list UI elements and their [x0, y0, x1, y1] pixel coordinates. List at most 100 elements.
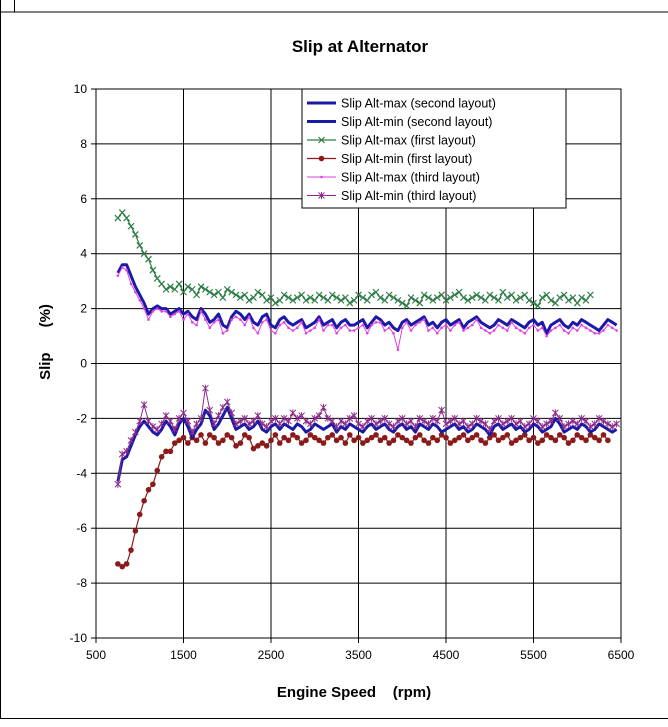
- data-point: [155, 307, 159, 310]
- data-point: [569, 417, 577, 425]
- data-point: [120, 266, 124, 269]
- data-point: [193, 437, 200, 444]
- x-axis-label: Engine Speed (rpm): [277, 684, 431, 701]
- data-point: [246, 434, 252, 441]
- data-point: [539, 437, 546, 444]
- data-point: [315, 412, 323, 420]
- data-point: [276, 440, 283, 446]
- data-point: [311, 414, 319, 422]
- data-point: [478, 437, 484, 444]
- data-point: [202, 440, 209, 446]
- data-point: [547, 417, 555, 425]
- data-point: [584, 326, 588, 330]
- data-point: [208, 326, 212, 330]
- data-point: [552, 437, 559, 444]
- data-point: [355, 434, 362, 441]
- data-point: [462, 329, 465, 332]
- data-point: [215, 288, 222, 296]
- data-point: [519, 329, 522, 332]
- data-point: [272, 414, 279, 422]
- data-point: [254, 412, 262, 420]
- data-point: [482, 440, 489, 446]
- legend-entry: Slip Alt-min (third layout): [307, 189, 476, 203]
- data-point: [517, 417, 524, 425]
- data-point: [127, 436, 135, 444]
- data-point: [429, 296, 437, 304]
- data-point: [206, 288, 214, 296]
- data-point: [290, 432, 296, 438]
- data-point: [171, 425, 179, 433]
- data-point: [486, 434, 493, 441]
- data-point: [313, 326, 317, 330]
- data-point: [123, 561, 130, 567]
- data-point: [538, 423, 546, 431]
- series-1: [116, 405, 618, 482]
- legend-entry: Slip Alt-max (third layout): [307, 171, 480, 185]
- data-point: [545, 334, 548, 338]
- data-point: [350, 412, 358, 420]
- data-point: [328, 417, 336, 425]
- data-point: [228, 288, 236, 296]
- data-point: [433, 417, 441, 425]
- data-point: [190, 321, 194, 324]
- data-point: [149, 423, 157, 431]
- data-point: [465, 437, 471, 444]
- data-point: [186, 312, 190, 316]
- data-point: [416, 299, 424, 307]
- data-point: [438, 432, 445, 438]
- data-point: [430, 434, 436, 441]
- legend-label: Slip Alt-max (first layout): [341, 134, 476, 148]
- data-point: [175, 280, 183, 288]
- data-point: [526, 437, 532, 444]
- data-point: [141, 497, 147, 504]
- data-point: [600, 417, 607, 425]
- data-point: [324, 296, 332, 304]
- x-tick-label: 2500: [258, 648, 285, 662]
- x-tick-label: 5500: [520, 648, 547, 662]
- data-point: [342, 420, 349, 428]
- data-point: [131, 231, 139, 238]
- y-axis-label: Slip (%): [37, 304, 54, 380]
- data-point: [193, 291, 201, 299]
- data-point: [346, 414, 354, 422]
- data-point: [237, 417, 244, 425]
- legend-box: [301, 88, 567, 209]
- data-point: [285, 294, 292, 302]
- data-point: [390, 437, 397, 444]
- data-point: [221, 332, 225, 335]
- data-point: [464, 423, 472, 431]
- data-point: [567, 332, 570, 335]
- data-point: [444, 323, 448, 327]
- data-point: [145, 417, 152, 425]
- data-point: [311, 434, 318, 441]
- data-point: [473, 432, 480, 438]
- data-point: [361, 323, 365, 327]
- data-point: [281, 434, 287, 441]
- data-point: [534, 302, 542, 310]
- legend: Slip Alt-max (second layout) Slip Alt-min…: [301, 88, 567, 209]
- data-point: [215, 412, 222, 420]
- data-point: [390, 294, 397, 302]
- data-point: [403, 420, 410, 428]
- data-point: [316, 437, 322, 444]
- series-4: [116, 266, 618, 352]
- data-point: [422, 318, 426, 321]
- legend-marker: [318, 155, 325, 162]
- data-point: [182, 318, 185, 321]
- data-point: [263, 296, 271, 304]
- data-point: [575, 329, 579, 332]
- data-point: [236, 294, 244, 302]
- data-point: [503, 417, 511, 425]
- series-2: [114, 209, 594, 310]
- data-point: [250, 294, 257, 302]
- data-point: [322, 329, 325, 332]
- data-point: [328, 291, 336, 299]
- data-point: [565, 296, 572, 304]
- y-tick-label: -10: [70, 631, 88, 645]
- data-point: [163, 448, 169, 455]
- data-point: [420, 291, 428, 299]
- data-point: [114, 480, 122, 488]
- data-point: [479, 326, 483, 330]
- data-point: [442, 296, 450, 304]
- data-point: [351, 437, 357, 444]
